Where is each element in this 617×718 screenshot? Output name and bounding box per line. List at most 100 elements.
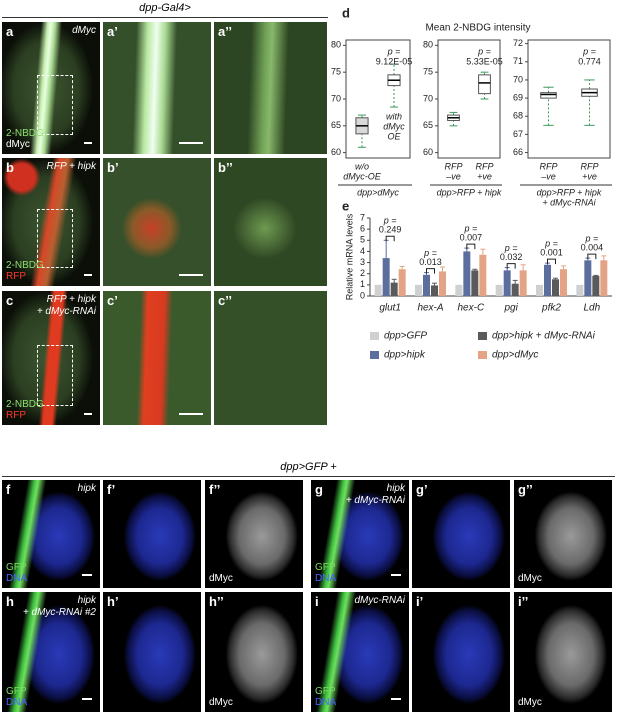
p-value: p = [387, 46, 401, 56]
y-tick-label: 4 [360, 246, 365, 256]
header-rule [2, 476, 615, 477]
panel-label: a’ [107, 24, 118, 39]
p-value: p = [463, 223, 477, 233]
panel-label: a [6, 24, 14, 39]
condition: dMyc-RNAi [354, 595, 405, 606]
p-bracket [587, 253, 597, 260]
stain: DNA [6, 697, 28, 708]
category-label: RFP [445, 161, 463, 171]
micrograph: h hipk + dMyc-RNAi #2 GFP DNA [2, 592, 100, 712]
y-tick-label: 70 [513, 74, 523, 84]
bar [511, 283, 519, 296]
y-tick-label: 66 [513, 147, 523, 157]
bar [592, 275, 600, 296]
stain: dMyc [518, 573, 542, 584]
category-label: dMyc [383, 121, 405, 131]
panel-label: a’’ [218, 24, 232, 39]
x-tick-label: glut1 [379, 303, 401, 314]
p-value: 0.249 [379, 225, 402, 235]
stain: RFP [6, 410, 26, 421]
p-value: p = [584, 233, 598, 243]
bar [495, 284, 503, 296]
scale-bar [179, 274, 203, 276]
y-tick-label: 6 [360, 224, 365, 234]
legend-swatch [370, 332, 379, 340]
stain: GFP [6, 562, 27, 573]
stain: GFP [6, 686, 27, 697]
micrograph: f’ [103, 480, 201, 588]
category-label: +ve [477, 171, 492, 181]
panel-label: f’’ [209, 482, 221, 497]
legend-label: dpp>dMyc [492, 350, 538, 361]
stain: GFP [315, 562, 336, 573]
scale-bar [391, 698, 401, 700]
group-label: dpp>RFP + hipk [537, 187, 602, 197]
panel-label: c [6, 293, 14, 308]
legend-swatch [478, 351, 487, 359]
panel-label: e [342, 198, 349, 213]
micrograph: h’’ dMyc [205, 592, 303, 712]
y-tick-label: 75 [423, 67, 433, 77]
group-label: dpp>RFP + hipk [437, 187, 502, 197]
panel-label: h [6, 594, 14, 609]
y-tick-label: 67 [513, 129, 523, 139]
bar [536, 284, 543, 296]
micrograph: b RFP + hipk 2-NBDG RFP [2, 158, 100, 286]
p-bracket [466, 243, 476, 250]
bar [552, 279, 559, 296]
group-label: + dMyc-RNAi [542, 197, 596, 207]
condition: RFP + hipk [46, 294, 96, 305]
panel-label: g’ [416, 482, 428, 497]
micrograph: f’’ dMyc [205, 480, 303, 588]
bar [479, 254, 487, 296]
stain: dMyc [209, 573, 233, 584]
p-bracket [506, 263, 516, 269]
category-label: RFP [540, 161, 558, 171]
micrograph: b’ [103, 158, 211, 286]
y-tick-label: 70 [423, 93, 433, 103]
panel-label: c’ [107, 293, 118, 308]
y-tick-label: 80 [423, 40, 433, 50]
micrograph: b’’ [214, 158, 327, 286]
scale-bar [82, 574, 92, 576]
panel-label: g’’ [518, 482, 533, 497]
micrograph: c RFP + hipk + dMyc-RNAi 2-NBDG RFP [2, 291, 100, 425]
stain: dMyc [6, 139, 30, 150]
category-label: +ve [582, 171, 597, 181]
panel-label: b’ [107, 160, 119, 175]
x-tick-label: pgi [503, 303, 518, 314]
x-tick-label: Ldh [583, 303, 600, 314]
group-label: dpp>dMyc [357, 187, 399, 197]
panel-label: i’ [416, 594, 424, 609]
y-tick-label: 0 [360, 290, 365, 300]
panel-label: f [6, 482, 11, 497]
bar [600, 260, 608, 296]
stain: 2-NBDG [6, 128, 44, 139]
p-value: p = [477, 46, 491, 56]
scale-bar [84, 274, 92, 276]
panel-label: h’ [107, 594, 119, 609]
panel-label: b [6, 160, 14, 175]
bar [398, 269, 406, 296]
stain: DNA [315, 697, 337, 708]
inset-box [37, 344, 73, 406]
panel-label: i [315, 594, 319, 609]
category-label: RFP [581, 161, 599, 171]
scale-bar [179, 413, 203, 415]
p-value: p = [423, 248, 437, 258]
micrograph: a dMyc 2-NBDG dMyc [2, 22, 100, 154]
x-tick-label: pfk2 [541, 303, 561, 314]
micrograph: c’’ [214, 291, 327, 425]
stain: 2-NBDG [6, 399, 44, 410]
stain: dMyc [518, 697, 542, 708]
condition: hipk [77, 483, 96, 494]
y-tick-label: 72 [513, 38, 523, 48]
condition: + dMyc-RNAi [345, 495, 405, 506]
bar [503, 270, 511, 296]
box [478, 74, 491, 95]
category-label: –ve [445, 171, 461, 181]
p-value: 0.007 [460, 232, 483, 242]
x-tick-label: hex-A [417, 303, 443, 314]
condition: + dMyc-RNAi [36, 306, 96, 317]
